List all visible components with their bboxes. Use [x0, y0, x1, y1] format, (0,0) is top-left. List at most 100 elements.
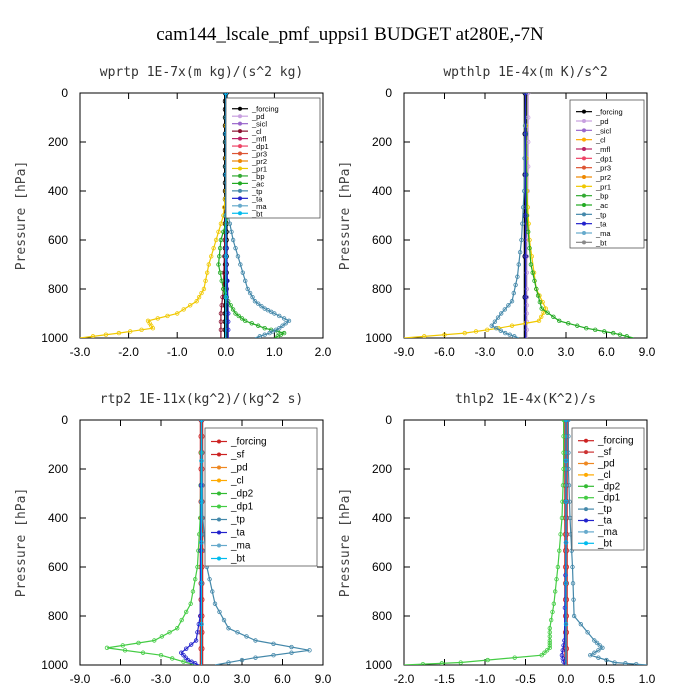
data-point	[597, 643, 602, 648]
data-point	[183, 646, 189, 651]
series-line	[567, 420, 647, 665]
data-point	[539, 314, 544, 319]
data-point	[526, 221, 531, 226]
series-line	[524, 93, 634, 338]
data-point	[224, 245, 229, 251]
data-point	[104, 645, 110, 651]
legend-label: _bt	[597, 538, 612, 549]
data-point	[223, 254, 228, 259]
x-tick-label: -1.5	[434, 672, 455, 686]
legend-box	[204, 427, 318, 567]
legend-marker	[217, 452, 221, 457]
legend-label: _sf	[597, 447, 612, 458]
data-point	[543, 306, 548, 311]
y-tick-label: 1000	[41, 658, 68, 672]
data-point	[584, 326, 589, 331]
data-point	[563, 420, 569, 423]
data-point	[188, 601, 193, 606]
figure-title: cam144_lscale_pmf_uppsi1 BUDGET at280E,-…	[156, 24, 544, 45]
data-point	[257, 334, 263, 338]
legend-label: _bp	[251, 172, 265, 181]
data-point	[592, 638, 597, 643]
series-line	[404, 93, 547, 338]
data-point	[152, 638, 157, 643]
x-tick-label: 3.0	[558, 345, 575, 359]
data-point	[272, 311, 277, 316]
data-point	[140, 650, 146, 655]
data-point	[526, 229, 531, 235]
data-point	[199, 290, 204, 296]
legend-label: _forcing	[595, 108, 623, 117]
data-point	[602, 329, 607, 334]
data-point	[199, 540, 204, 545]
y-tick-label: 800	[48, 609, 68, 623]
legend-label: _mfl	[595, 145, 611, 154]
data-point	[179, 617, 184, 623]
x-tick-label: 1.0	[639, 672, 656, 686]
legend-marker	[584, 438, 588, 443]
data-point	[498, 328, 503, 333]
legend-label: _tp	[230, 515, 245, 526]
legend-marker	[217, 517, 221, 522]
data-point	[196, 621, 201, 627]
data-point	[174, 626, 180, 631]
data-point	[226, 626, 231, 631]
data-point	[523, 131, 528, 137]
data-point	[170, 656, 175, 661]
data-point	[183, 609, 189, 615]
data-point	[229, 229, 234, 235]
data-point	[201, 286, 207, 292]
y-tick-label: 200	[372, 135, 392, 149]
data-point	[594, 640, 600, 646]
y-tick-label: 0	[385, 413, 392, 427]
data-point	[211, 245, 216, 251]
data-point	[494, 326, 499, 331]
x-tick-label: -1.0	[475, 672, 496, 686]
legend-label: _pd	[597, 459, 615, 470]
data-point	[458, 660, 463, 665]
data-point	[218, 311, 224, 316]
data-point	[280, 323, 285, 328]
legend-marker	[582, 165, 586, 170]
legend-label: _bp	[595, 192, 609, 201]
data-point	[271, 641, 276, 646]
y-tick-label: 200	[372, 462, 392, 476]
legend-marker	[217, 530, 221, 535]
y-tick-label: 1000	[365, 658, 392, 672]
data-point	[578, 621, 584, 627]
data-point	[503, 330, 508, 336]
data-point	[513, 282, 518, 288]
data-point	[548, 617, 554, 623]
series-line	[200, 420, 310, 665]
x-tick-label: 0.0	[517, 345, 534, 359]
data-point	[218, 327, 224, 333]
data-point	[289, 644, 294, 650]
legend: _forcing _sf _pd _cl _dp2 _dp1 _tp _ta _ma _bt	[204, 427, 318, 567]
data-point	[570, 564, 575, 570]
x-tick-label: -3.0	[475, 345, 496, 359]
data-point	[236, 313, 241, 319]
y-tick-label: 800	[372, 609, 392, 623]
panel-title: rtp2 1E-11x(kg^2)/(kg^2 s)	[100, 392, 304, 407]
data-point	[116, 330, 122, 336]
data-point	[516, 262, 521, 267]
data-point	[199, 621, 204, 627]
data-point	[473, 329, 479, 334]
data-point	[600, 645, 605, 651]
data-point	[617, 332, 623, 337]
data-point	[199, 581, 204, 586]
data-point	[219, 303, 224, 308]
legend-marker	[582, 231, 586, 235]
data-point	[195, 564, 200, 570]
data-point	[523, 254, 528, 259]
data-point	[439, 661, 444, 665]
data-point	[218, 221, 224, 226]
data-point	[485, 657, 490, 663]
data-point	[512, 655, 517, 660]
data-point	[218, 319, 224, 324]
legend-label: _bt	[595, 238, 607, 247]
data-point	[223, 93, 228, 96]
data-point	[547, 626, 552, 631]
legend-marker	[238, 129, 242, 134]
